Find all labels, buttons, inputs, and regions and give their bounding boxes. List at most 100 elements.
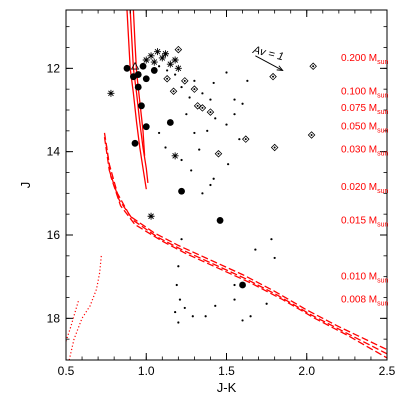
mass-label-value: 0.100 M [341, 86, 377, 97]
diamond-dot-point-13 [169, 87, 178, 96]
diamond-dot-point-3-diamond [193, 102, 202, 110]
small-dot-point-40 [214, 304, 217, 307]
isochrone-dashed-3 [103, 132, 388, 351]
small-dot-point-12 [246, 79, 249, 82]
mass-label-subscript: sun [377, 151, 388, 158]
small-dot-point-38 [191, 315, 194, 318]
diamond-dot-point-13-diamond [169, 87, 178, 96]
diamond-dot-point-10-center [312, 65, 315, 68]
mass-label-value: 0.200 M [341, 53, 377, 64]
mass-label-subscript: sun [377, 278, 388, 285]
large-dot-point-12 [142, 75, 150, 83]
diamond-dot-point-13-center [172, 90, 175, 93]
x-tick-label: 2.5 [379, 364, 396, 378]
x-tick-label: 1.0 [138, 364, 155, 378]
asterisk-point-8 [171, 56, 179, 64]
small-dot-point-37 [183, 306, 186, 310]
diamond-dot-point-1-diamond [181, 77, 189, 85]
large-dot-point-9 [239, 281, 246, 289]
small-dot-point-20 [238, 138, 241, 141]
small-dot-point-26 [227, 163, 230, 166]
small-dot-point-4 [188, 96, 191, 99]
small-dot-point-10 [233, 98, 236, 101]
asterisk-point-2 [147, 52, 155, 60]
mass-label-value: 0.050 M [341, 122, 377, 133]
isochrone-dashed-4 [103, 137, 388, 355]
large-dot-point-11 [139, 62, 147, 70]
diamond-dot-point-11-center [310, 134, 313, 136]
diamond-dot-point-7-diamond [241, 135, 250, 143]
diamond-dot-point-1 [181, 77, 189, 85]
small-dot-point-17 [214, 117, 217, 120]
small-dot-point-9 [225, 71, 228, 74]
mass-label-subscript: sun [377, 59, 388, 66]
diamond-dot-point-10-diamond [309, 62, 317, 71]
diamond-dot-point-5-diamond [206, 108, 215, 116]
diamond-dot-point-12-center [166, 77, 169, 80]
mass-label-subscript: sun [377, 221, 388, 228]
y-axis-label: J [18, 182, 33, 189]
mass-label-3: 0.050 Msun [341, 122, 389, 135]
y-tick-label: 14 [47, 145, 61, 159]
mass-label-value: 0.015 M [341, 215, 377, 226]
tick-group [65, 10, 388, 361]
small-dot-point-39 [204, 315, 207, 318]
isochrone-dotted-7 [65, 299, 80, 342]
small-dot-point-33 [175, 283, 178, 287]
mass-label-value: 0.010 M [341, 272, 377, 283]
diamond-dot-point-8 [269, 72, 277, 81]
small-dot-point-24 [190, 169, 193, 172]
diamond-dot-point-7 [241, 135, 250, 143]
mass-label-value: 0.020 M [341, 182, 377, 193]
diamond-dot-point-9 [270, 143, 279, 152]
large-dot-point-8 [216, 217, 224, 224]
mass-label-subscript: sun [377, 92, 388, 99]
diamond-dot-point-9-diamond [270, 143, 279, 152]
reddening-arrow-shaft [255, 55, 283, 71]
small-dot-point-19 [233, 113, 236, 116]
small-dot-point-8 [212, 81, 215, 85]
large-dot-point-0 [123, 64, 131, 72]
y-tick-label: 12 [47, 61, 61, 75]
large-dot-point-7 [178, 187, 185, 195]
mass-label-1: 0.100 Msun [341, 86, 389, 99]
diamond-dot-point-8-diamond [269, 72, 277, 81]
diamond-dot-point-10 [309, 62, 317, 71]
large-dot-point-10 [131, 139, 139, 147]
diamond-dot-point-2 [190, 85, 199, 93]
mass-label-7: 0.010 Msun [341, 272, 389, 285]
small-dot-point-31 [273, 256, 276, 260]
x-tick-label: 0.5 [58, 364, 75, 378]
small-dot-point-43 [249, 315, 252, 318]
small-dot-point-41 [233, 298, 236, 301]
large-dot-point-2 [134, 71, 142, 78]
mass-label-value: 0.075 M [341, 103, 377, 114]
large-dot-point-5 [142, 123, 150, 131]
isochrone-dashed-5 [105, 143, 388, 359]
diamond-dot-point-0-center [177, 48, 180, 51]
asterisk-point-0 [107, 89, 115, 97]
small-dot-point-42 [241, 319, 244, 322]
diamond-dot-point-6 [214, 149, 223, 158]
diamond-dot-point-5-center [209, 111, 212, 114]
diamond-dot-point-3-center [196, 104, 199, 107]
mass-label-value: 0.030 M [341, 145, 377, 156]
mass-label-value: 0.008 M [341, 295, 377, 306]
small-dot-point-46 [233, 283, 236, 287]
small-dot-point-34 [178, 298, 182, 301]
diamond-dot-point-8-center [272, 75, 275, 78]
isochrone-solid-0 [126, 9, 147, 190]
diamond-dot-point-0-diamond [174, 45, 183, 54]
small-dot-point-45 [177, 265, 180, 268]
small-dot-point-27 [201, 192, 204, 195]
diamond-dot-point-12 [163, 74, 171, 83]
mass-label-subscript: sun [377, 188, 388, 195]
diamond-dot-point-11 [307, 131, 316, 139]
small-dot-point-6 [201, 92, 204, 95]
diamond-dot-point-6-center [217, 152, 220, 155]
diamond-dot-point-2-center [193, 88, 196, 91]
small-dot-point-25 [212, 177, 215, 180]
small-dot-point-29 [254, 248, 257, 251]
isochrone-dotted-6 [68, 255, 102, 361]
